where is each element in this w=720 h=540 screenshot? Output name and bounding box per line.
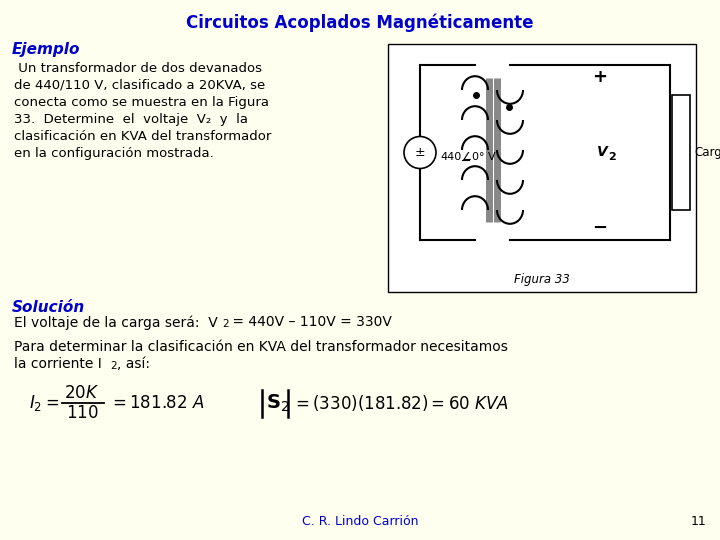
Text: conecta como se muestra en la Figura: conecta como se muestra en la Figura — [14, 96, 269, 109]
Text: Carga: Carga — [694, 146, 720, 159]
FancyBboxPatch shape — [388, 44, 696, 292]
Text: $= 181.82\ A$: $= 181.82\ A$ — [109, 394, 204, 412]
Text: 33.  Determine  el  voltaje  V₂  y  la: 33. Determine el voltaje V₂ y la — [14, 113, 248, 126]
Text: Un transformador de dos devanados: Un transformador de dos devanados — [14, 62, 262, 75]
Text: 2: 2 — [110, 361, 117, 371]
Text: Solución: Solución — [12, 300, 85, 315]
Text: clasificación en KVA del transformador: clasificación en KVA del transformador — [14, 130, 271, 143]
Text: V: V — [597, 145, 608, 159]
Text: −: − — [593, 219, 608, 237]
FancyBboxPatch shape — [672, 95, 690, 210]
Text: +: + — [593, 68, 608, 86]
Text: $\mathbf{S}_2$: $\mathbf{S}_2$ — [266, 393, 289, 414]
Text: Figura 33: Figura 33 — [514, 273, 570, 287]
Text: , así:: , así: — [117, 357, 150, 371]
Text: $20K$: $20K$ — [64, 384, 99, 402]
Text: $I_2 =$: $I_2 =$ — [29, 393, 59, 413]
Text: ±: ± — [415, 146, 426, 159]
Text: $110$: $110$ — [66, 404, 99, 422]
Text: 11: 11 — [690, 515, 706, 528]
Text: $= (330)(181.82) = 60\ \mathit{KVA}$: $= (330)(181.82) = 60\ \mathit{KVA}$ — [292, 393, 509, 413]
Text: 440: 440 — [440, 152, 462, 161]
Text: Ejemplo: Ejemplo — [12, 42, 81, 57]
Circle shape — [404, 137, 436, 168]
Text: El voltaje de la carga será:  V: El voltaje de la carga será: V — [14, 315, 217, 329]
Text: en la configuración mostrada.: en la configuración mostrada. — [14, 147, 214, 160]
Text: C. R. Lindo Carrión: C. R. Lindo Carrión — [302, 515, 418, 528]
Text: 2: 2 — [222, 319, 229, 329]
Text: Para determinar la clasificación en KVA del transformador necesitamos: Para determinar la clasificación en KVA … — [14, 340, 508, 354]
Text: Circuitos Acoplados Magnéticamente: Circuitos Acoplados Magnéticamente — [186, 14, 534, 32]
Text: 2: 2 — [608, 152, 616, 161]
Text: = 440V – 110V = 330V: = 440V – 110V = 330V — [228, 315, 392, 329]
Text: de 440/110 V, clasificado a 20KVA, se: de 440/110 V, clasificado a 20KVA, se — [14, 79, 265, 92]
Text: ∠0° V: ∠0° V — [462, 152, 495, 161]
Text: la corriente I: la corriente I — [14, 357, 102, 371]
